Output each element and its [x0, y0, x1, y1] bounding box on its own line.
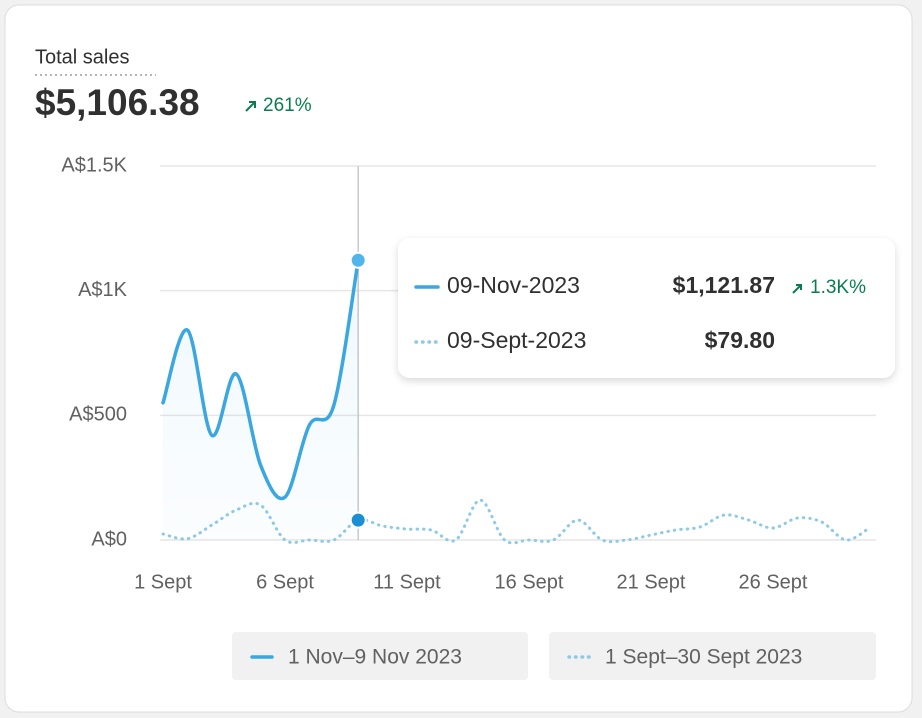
- tooltip-change: 1.3K%: [810, 277, 866, 298]
- y-tick-label: A$1K: [78, 279, 128, 301]
- tooltip-date: 09-Nov-2023: [447, 272, 580, 298]
- arrow-icon: [245, 101, 256, 112]
- y-tick-label: A$500: [69, 404, 127, 426]
- tooltip-value: $1,121.87: [673, 272, 775, 298]
- total-value: $5,106.38: [35, 82, 200, 123]
- legend-label: 1 Nov–9 Nov 2023: [288, 646, 462, 669]
- x-tick-label: 1 Sept: [134, 571, 192, 593]
- card-title[interactable]: Total sales: [35, 46, 130, 68]
- series-line: [161, 498, 873, 545]
- x-tick-label: 16 Sept: [495, 571, 564, 593]
- hover-dot: [349, 251, 367, 269]
- legend-item[interactable]: [232, 632, 528, 680]
- y-tick-label: A$1.5K: [61, 154, 127, 176]
- x-tick-label: 26 Sept: [739, 571, 808, 593]
- legend-label: 1 Sept–30 Sept 2023: [605, 646, 802, 669]
- y-tick-label: A$0: [91, 528, 127, 550]
- x-tick-label: 6 Sept: [256, 571, 314, 593]
- legend-item[interactable]: [549, 632, 876, 680]
- tooltip-value: $79.80: [705, 327, 775, 353]
- x-tick-label: 21 Sept: [617, 571, 686, 593]
- area: [163, 260, 359, 540]
- tooltip-date: 09-Sept-2023: [447, 327, 586, 353]
- series-line: [161, 258, 360, 501]
- tooltip: 09-Nov-2023 $1,121.87 1.3K% 09-Sept-2023 $79…: [398, 238, 895, 378]
- hover-dot: [349, 511, 367, 529]
- arrow-icon: [792, 284, 802, 294]
- total-change: 261%: [263, 95, 312, 116]
- x-tick-label: 11 Sept: [373, 571, 441, 593]
- tooltip-box: [398, 238, 895, 378]
